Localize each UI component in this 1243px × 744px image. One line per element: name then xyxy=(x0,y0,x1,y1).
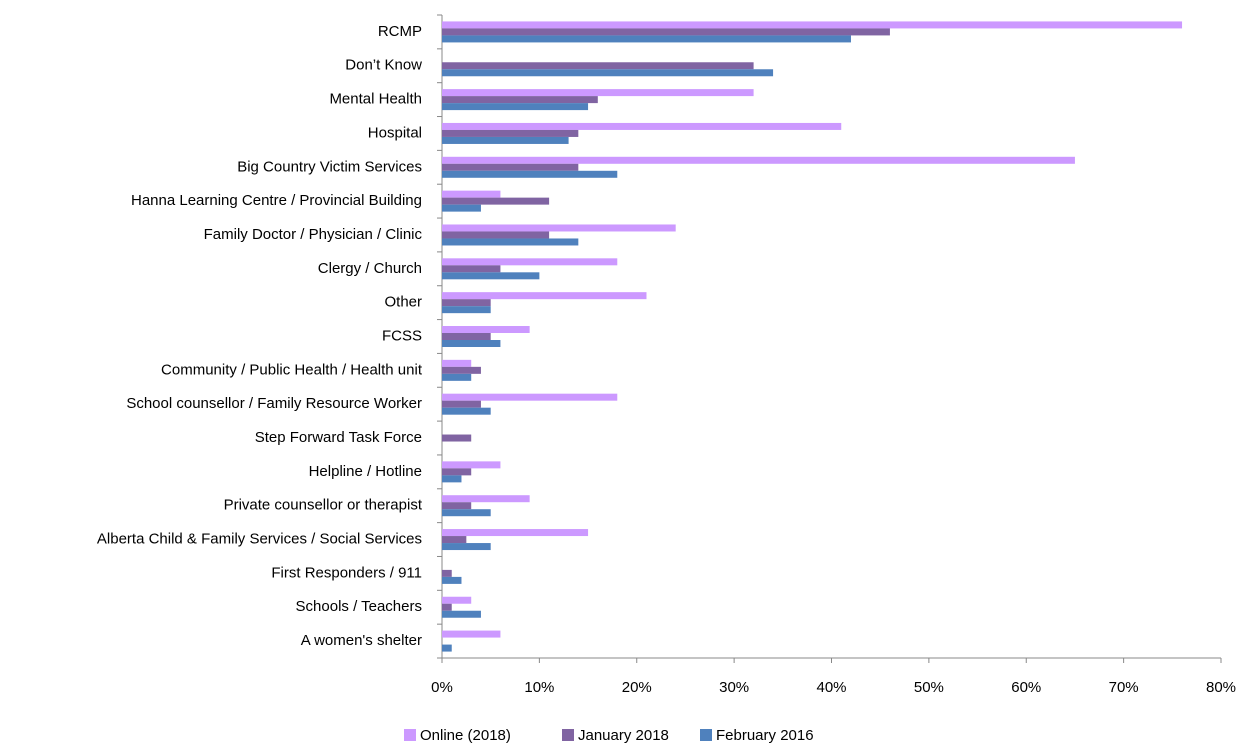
bar xyxy=(442,156,1075,164)
category-label: Private counsellor or therapist xyxy=(224,497,423,514)
bar xyxy=(442,400,481,408)
category-label: FCSS xyxy=(382,327,422,344)
bar xyxy=(442,306,491,314)
category-label: Mental Health xyxy=(329,91,422,108)
x-tick-label: 20% xyxy=(622,679,652,696)
x-tick-label: 80% xyxy=(1206,679,1236,696)
bar xyxy=(442,359,472,367)
x-tick-label: 70% xyxy=(1109,679,1139,696)
bar xyxy=(442,258,618,266)
bar xyxy=(442,333,491,340)
bar xyxy=(442,62,754,70)
bar xyxy=(442,596,472,604)
legend-label: February 2016 xyxy=(716,727,814,744)
bar xyxy=(442,603,452,611)
bar xyxy=(442,434,472,442)
legend-swatch xyxy=(562,729,574,741)
bar xyxy=(442,644,452,652)
bar xyxy=(442,630,501,638)
bar xyxy=(442,569,452,577)
bar xyxy=(442,96,598,104)
bar xyxy=(442,197,550,205)
bar xyxy=(442,190,501,198)
bar xyxy=(442,69,774,77)
bar xyxy=(442,89,754,97)
category-label: Clergy / Church xyxy=(318,260,422,277)
legend-swatch xyxy=(700,729,712,741)
category-label: A women's shelter xyxy=(301,632,422,649)
bar xyxy=(442,461,501,469)
category-label: Hospital xyxy=(368,124,422,141)
bar xyxy=(442,475,462,483)
category-label: School counsellor / Family Resource Work… xyxy=(126,395,422,412)
category-label: Hanna Learning Centre / Provincial Build… xyxy=(131,192,422,209)
bar xyxy=(442,272,540,280)
bar xyxy=(442,231,550,239)
bar xyxy=(442,326,530,333)
x-tick-label: 30% xyxy=(719,679,749,696)
category-label: Schools / Teachers xyxy=(296,598,422,615)
bar xyxy=(442,509,491,517)
bar xyxy=(442,170,618,178)
category-label: Big Country Victim Services xyxy=(237,158,422,175)
category-label: Alberta Child & Family Services / Social… xyxy=(97,531,422,548)
legend-label: January 2018 xyxy=(578,727,669,744)
bar xyxy=(442,502,472,510)
bar xyxy=(442,299,491,307)
bar xyxy=(442,407,491,415)
category-label: Step Forward Task Force xyxy=(255,429,422,446)
bar xyxy=(442,21,1183,29)
x-tick-label: 40% xyxy=(816,679,846,696)
bar xyxy=(442,163,579,171)
bar xyxy=(442,129,579,137)
bar xyxy=(442,529,589,537)
legend-label: Online (2018) xyxy=(420,727,511,744)
x-tick-label: 10% xyxy=(524,679,554,696)
x-tick-label: 0% xyxy=(431,679,453,696)
bar xyxy=(442,468,472,476)
bar xyxy=(442,495,530,503)
bar xyxy=(442,122,842,130)
category-label: Other xyxy=(384,294,422,311)
bar xyxy=(442,136,569,144)
bar xyxy=(442,340,501,347)
bar xyxy=(442,35,851,43)
bar xyxy=(442,238,579,246)
category-label: First Responders / 911 xyxy=(271,564,422,581)
bar xyxy=(442,536,467,544)
bar xyxy=(442,28,890,36)
bar xyxy=(442,393,618,401)
x-tick-label: 50% xyxy=(914,679,944,696)
bar xyxy=(442,292,647,300)
category-label: Family Doctor / Physician / Clinic xyxy=(204,226,423,243)
bar xyxy=(442,265,501,273)
category-label: Community / Public Health / Health unit xyxy=(161,361,423,378)
legend-swatch xyxy=(404,729,416,741)
category-label: Don’t Know xyxy=(345,57,422,74)
bar xyxy=(442,366,481,374)
bar xyxy=(442,610,481,618)
category-label: Helpline / Hotline xyxy=(309,463,422,480)
bar xyxy=(442,103,589,111)
bar xyxy=(442,204,481,212)
category-label: RCMP xyxy=(378,23,422,40)
bar xyxy=(442,373,472,381)
bar xyxy=(442,576,462,584)
x-tick-label: 60% xyxy=(1011,679,1041,696)
bar xyxy=(442,224,676,232)
bar xyxy=(442,543,491,551)
